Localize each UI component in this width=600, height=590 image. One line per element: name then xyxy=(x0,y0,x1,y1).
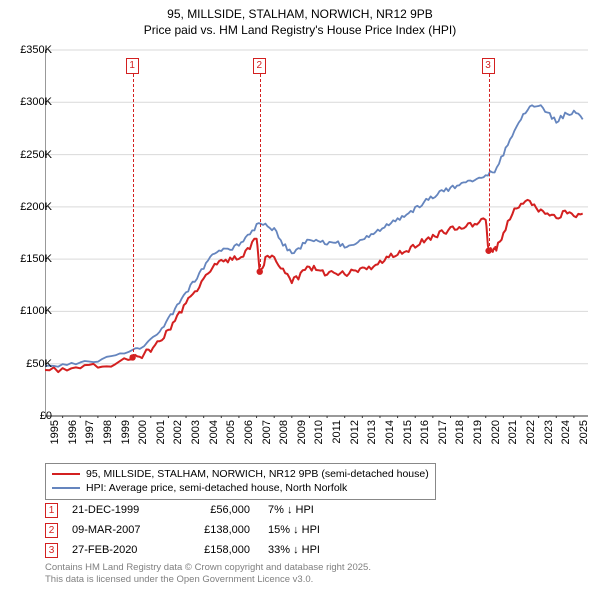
event-marker-line xyxy=(489,74,490,251)
event-price: £158,000 xyxy=(180,544,250,556)
chart-container: 95, MILLSIDE, STALHAM, NORWICH, NR12 9PB… xyxy=(0,0,600,590)
x-tick-label: 2008 xyxy=(278,420,290,444)
legend-swatch xyxy=(52,487,80,489)
x-tick-label: 2012 xyxy=(349,420,361,444)
x-tick-label: 2015 xyxy=(402,420,414,444)
x-tick-label: 1996 xyxy=(67,420,79,444)
x-tick-label: 2019 xyxy=(472,420,484,444)
x-tick-label: 2009 xyxy=(296,420,308,444)
footer: Contains HM Land Registry data © Crown c… xyxy=(45,562,371,586)
event-row-marker: 2 xyxy=(45,523,58,538)
title-line-1: 95, MILLSIDE, STALHAM, NORWICH, NR12 9PB xyxy=(0,6,600,22)
event-row: 3 27-FEB-2020 £158,000 33% ↓ HPI xyxy=(45,540,358,560)
x-tick-label: 2002 xyxy=(172,420,184,444)
chart-area xyxy=(45,48,590,418)
legend-swatch xyxy=(52,473,80,475)
x-tick-label: 1999 xyxy=(120,420,132,444)
event-delta: 33% ↓ HPI xyxy=(268,544,358,556)
x-tick-label: 2013 xyxy=(366,420,378,444)
event-date: 09-MAR-2007 xyxy=(72,524,162,536)
x-tick-label: 2014 xyxy=(384,420,396,444)
event-row-marker: 3 xyxy=(45,543,58,558)
x-tick-label: 2000 xyxy=(137,420,149,444)
event-delta: 7% ↓ HPI xyxy=(268,504,358,516)
x-tick-label: 2003 xyxy=(190,420,202,444)
event-marker-line xyxy=(260,74,261,272)
x-tick-label: 2007 xyxy=(261,420,273,444)
x-tick-label: 1995 xyxy=(49,420,61,444)
x-tick-label: 1998 xyxy=(102,420,114,444)
x-tick-label: 2024 xyxy=(560,420,572,444)
x-tick-label: 2017 xyxy=(437,420,449,444)
legend: 95, MILLSIDE, STALHAM, NORWICH, NR12 9PB… xyxy=(45,463,436,500)
x-tick-label: 2001 xyxy=(155,420,167,444)
legend-item: HPI: Average price, semi-detached house,… xyxy=(52,481,429,495)
x-tick-label: 2011 xyxy=(331,420,343,444)
x-tick-label: 2004 xyxy=(208,420,220,444)
event-marker-line xyxy=(133,74,134,357)
y-tick-label: £200K xyxy=(20,201,52,213)
event-date: 21-DEC-1999 xyxy=(72,504,162,516)
legend-label: HPI: Average price, semi-detached house,… xyxy=(86,481,347,495)
title-line-2: Price paid vs. HM Land Registry's House … xyxy=(0,22,600,38)
x-tick-label: 2023 xyxy=(543,420,555,444)
x-tick-label: 2006 xyxy=(243,420,255,444)
x-tick-label: 2005 xyxy=(225,420,237,444)
event-delta: 15% ↓ HPI xyxy=(268,524,358,536)
y-tick-label: £150K xyxy=(20,253,52,265)
event-row-marker: 1 xyxy=(45,503,58,518)
x-tick-label: 2018 xyxy=(454,420,466,444)
y-tick-label: £50K xyxy=(26,358,52,370)
y-tick-label: £350K xyxy=(20,44,52,56)
event-date: 27-FEB-2020 xyxy=(72,544,162,556)
x-tick-label: 2022 xyxy=(525,420,537,444)
legend-item: 95, MILLSIDE, STALHAM, NORWICH, NR12 9PB… xyxy=(52,467,429,481)
event-row: 2 09-MAR-2007 £138,000 15% ↓ HPI xyxy=(45,520,358,540)
event-price: £138,000 xyxy=(180,524,250,536)
x-tick-label: 2025 xyxy=(578,420,590,444)
x-tick-label: 2010 xyxy=(313,420,325,444)
x-tick-label: 2020 xyxy=(490,420,502,444)
event-row: 1 21-DEC-1999 £56,000 7% ↓ HPI xyxy=(45,500,358,520)
event-marker-box: 2 xyxy=(253,58,266,74)
legend-label: 95, MILLSIDE, STALHAM, NORWICH, NR12 9PB… xyxy=(86,467,429,481)
footer-line-1: Contains HM Land Registry data © Crown c… xyxy=(45,562,371,574)
y-tick-label: £100K xyxy=(20,305,52,317)
title-block: 95, MILLSIDE, STALHAM, NORWICH, NR12 9PB… xyxy=(0,0,600,38)
events-table: 1 21-DEC-1999 £56,000 7% ↓ HPI 2 09-MAR-2007 £… xyxy=(45,500,358,560)
x-tick-label: 1997 xyxy=(84,420,96,444)
y-tick-label: £250K xyxy=(20,149,52,161)
x-tick-label: 2021 xyxy=(507,420,519,444)
event-price: £56,000 xyxy=(180,504,250,516)
event-marker-box: 1 xyxy=(126,58,139,74)
y-tick-label: £300K xyxy=(20,96,52,108)
footer-line-2: This data is licensed under the Open Gov… xyxy=(45,574,371,586)
x-tick-label: 2016 xyxy=(419,420,431,444)
chart-svg xyxy=(45,48,590,418)
event-marker-box: 3 xyxy=(482,58,495,74)
